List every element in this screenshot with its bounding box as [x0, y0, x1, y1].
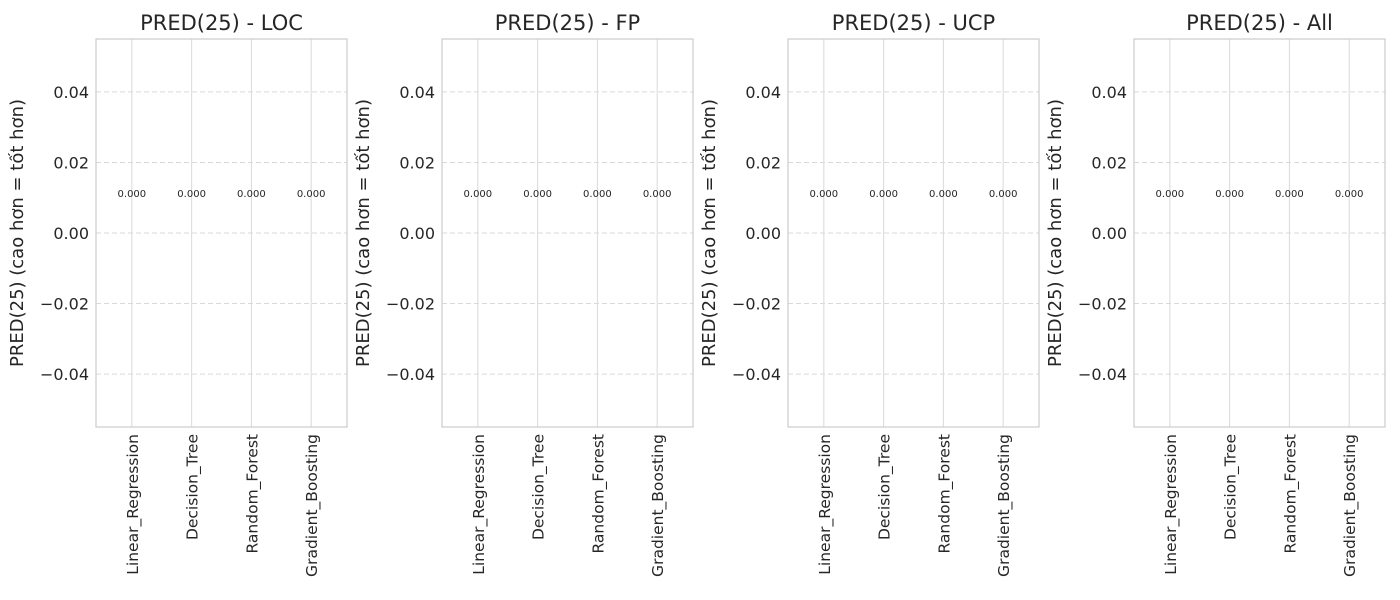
chart-title: PRED(25) - LOC — [140, 11, 303, 35]
bar-value-label: 0.000 — [643, 189, 672, 200]
bar-value-label: 0.000 — [464, 189, 493, 200]
chart-panel-4: PRED(25) - All −0.04 −0.02 0.00 0.02 0.04 0.00… — [1045, 11, 1386, 577]
bar-value-label: 0.000 — [177, 189, 206, 200]
axes-frame — [441, 38, 694, 428]
x-tick-label: Random_Forest — [1281, 434, 1300, 554]
bar-value-label: 0.000 — [237, 189, 266, 200]
bar-value-label: 0.000 — [989, 189, 1018, 200]
bar-value-label: 0.000 — [810, 189, 839, 200]
y-tick-label: −0.04 — [732, 365, 781, 384]
y-tick-label: −0.04 — [40, 365, 89, 384]
x-tick-label: Linear_Regression — [816, 434, 835, 575]
bar-value-label: 0.000 — [297, 189, 326, 200]
axes-frame — [95, 38, 348, 428]
x-tick-label: Gradient_Boosting — [1341, 434, 1360, 577]
y-tick-label: −0.02 — [732, 295, 781, 314]
x-tick-label: Decision_Tree — [184, 434, 203, 540]
y-axis-label: PRED(25) (cao hơn = tốt hơn) — [699, 99, 720, 367]
x-tick-label: Decision_Tree — [1222, 434, 1241, 540]
y-tick-label: −0.02 — [40, 295, 89, 314]
x-tick-label: Decision_Tree — [876, 434, 895, 540]
bar-value-label: 0.000 — [869, 189, 898, 200]
y-tick-label: 0.00 — [745, 224, 781, 243]
bar-value-label: 0.000 — [583, 189, 612, 200]
x-tick-label: Gradient_Boosting — [649, 434, 668, 577]
x-tick-label: Gradient_Boosting — [995, 434, 1014, 577]
bar-value-label: 0.000 — [1275, 189, 1304, 200]
y-tick-label: −0.04 — [1078, 365, 1127, 384]
bar-value-label: 0.000 — [118, 189, 147, 200]
y-tick-label: 0.04 — [53, 83, 89, 102]
axes-frame — [787, 38, 1040, 428]
y-axis-label: PRED(25) (cao hơn = tốt hơn) — [353, 99, 374, 367]
bar-value-label: 0.000 — [1215, 189, 1244, 200]
y-tick-label: 0.02 — [399, 153, 435, 172]
chart-panel-3: PRED(25) - UCP −0.04 −0.02 0.00 0.02 0.04 0.00… — [699, 11, 1040, 577]
y-tick-label: 0.00 — [1091, 224, 1127, 243]
x-tick-label: Decision_Tree — [530, 434, 549, 540]
x-tick-label: Random_Forest — [243, 434, 262, 554]
chart-title: PRED(25) - All — [1186, 11, 1333, 35]
bar-value-label: 0.000 — [929, 189, 958, 200]
y-axis-label: PRED(25) (cao hơn = tốt hơn) — [1045, 99, 1066, 367]
y-axis-label: PRED(25) (cao hơn = tốt hơn) — [7, 99, 28, 367]
y-tick-label: 0.02 — [53, 153, 89, 172]
bar-value-label: 0.000 — [1335, 189, 1364, 200]
y-tick-label: 0.00 — [53, 224, 89, 243]
y-tick-label: 0.00 — [399, 224, 435, 243]
y-tick-label: −0.04 — [386, 365, 435, 384]
y-tick-label: 0.02 — [1091, 153, 1127, 172]
y-tick-label: 0.02 — [745, 153, 781, 172]
x-tick-label: Gradient_Boosting — [303, 434, 322, 577]
y-tick-label: −0.02 — [386, 295, 435, 314]
x-tick-label: Linear_Regression — [1162, 434, 1181, 575]
chart-panel-2: PRED(25) - FP −0.04 −0.02 0.00 0.02 0.04 0.000… — [353, 11, 694, 577]
y-tick-label: −0.02 — [1078, 295, 1127, 314]
bar-value-label: 0.000 — [523, 189, 552, 200]
x-tick-label: Linear_Regression — [470, 434, 489, 575]
chart-panel-1: PRED(25) - LOC −0.04 −0.02 0.00 0.02 0.04 0.00… — [7, 11, 348, 577]
y-tick-label: 0.04 — [745, 83, 781, 102]
chart-title: PRED(25) - FP — [495, 11, 640, 35]
bar-value-label: 0.000 — [1156, 189, 1185, 200]
chart-title: PRED(25) - UCP — [832, 11, 995, 35]
axes-frame — [1133, 38, 1386, 428]
x-tick-label: Random_Forest — [589, 434, 608, 554]
y-tick-label: 0.04 — [399, 83, 435, 102]
y-tick-label: 0.04 — [1091, 83, 1127, 102]
x-tick-label: Linear_Regression — [124, 434, 143, 575]
x-tick-label: Random_Forest — [935, 434, 954, 554]
